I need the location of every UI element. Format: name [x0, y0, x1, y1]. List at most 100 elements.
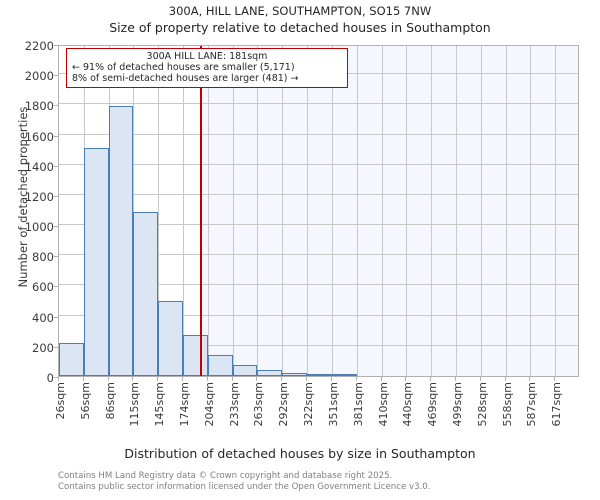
x-tick-mark: [380, 377, 382, 381]
x-tick-mark: [206, 377, 208, 381]
y-tick-label: 400: [32, 310, 54, 325]
gridline: [59, 254, 578, 256]
y-tick-label: 2000: [24, 69, 54, 84]
bar: [307, 374, 332, 376]
x-tick-label: 617sqm: [550, 382, 564, 427]
gridline: [183, 46, 185, 376]
property-size-marker-line: [200, 46, 203, 376]
bar: [59, 342, 84, 376]
x-tick-label: 558sqm: [500, 382, 514, 427]
y-tick-label: 1600: [24, 129, 54, 144]
bar: [158, 300, 184, 376]
x-tick-label: 26sqm: [54, 382, 67, 420]
y-tick-label: 800: [32, 250, 54, 265]
x-tick-label: 440sqm: [401, 382, 415, 427]
property-annotation-box: 300A HILL LANE: 181sqm ← 91% of detached…: [66, 48, 348, 88]
gridline: [59, 163, 578, 165]
x-tick-label: 86sqm: [103, 382, 117, 420]
x-tick-mark: [182, 377, 184, 381]
bar: [232, 364, 258, 376]
y-tick-label: 1200: [24, 189, 54, 204]
y-tick-label: 200: [32, 340, 54, 355]
x-tick-mark: [157, 377, 159, 381]
footer-line-2: Contains public sector information licen…: [58, 481, 431, 492]
bar: [207, 354, 233, 376]
gridline: [59, 284, 578, 286]
x-tick-label: 410sqm: [376, 382, 390, 427]
gridline: [257, 46, 259, 376]
chart-title-block: 300A, HILL LANE, SOUTHAMPTON, SO15 7NW S…: [0, 4, 600, 36]
y-tick-label: 2200: [24, 39, 54, 53]
x-tick-label: 145sqm: [153, 382, 167, 427]
gridline: [59, 224, 578, 226]
x-tick-mark: [330, 377, 332, 381]
gridline: [59, 103, 578, 105]
x-tick-label: 174sqm: [178, 382, 192, 427]
annotation-larger: 8% of semi-detached houses are larger (4…: [72, 73, 299, 84]
x-tick-mark: [306, 377, 308, 381]
x-tick-label: 528sqm: [475, 382, 489, 427]
x-tick-label: 263sqm: [252, 382, 266, 427]
x-tick-label: 381sqm: [351, 382, 365, 427]
y-tick-label: 1800: [24, 99, 54, 114]
x-tick-mark: [529, 377, 531, 381]
y-tick-mark: [54, 377, 58, 378]
gridline: [381, 46, 383, 376]
x-tick-mark: [454, 377, 456, 381]
x-tick-mark: [405, 377, 407, 381]
gridline: [431, 46, 433, 376]
footer-attribution: Contains HM Land Registry data © Crown c…: [58, 471, 598, 492]
shaded-larger-region: [201, 46, 578, 376]
gridline: [406, 46, 408, 376]
gridline: [455, 46, 457, 376]
x-tick-label: 233sqm: [227, 382, 241, 427]
annotation-smaller: ← 91% of detached houses are smaller (5,…: [72, 62, 295, 73]
gridline: [59, 133, 578, 135]
gridline: [59, 314, 578, 316]
bar: [257, 369, 283, 376]
gridline: [505, 46, 507, 376]
x-tick-label: 469sqm: [426, 382, 440, 427]
x-tick-mark: [107, 377, 109, 381]
x-tick-mark: [554, 377, 556, 381]
x-tick-mark: [132, 377, 134, 381]
bar: [331, 373, 357, 376]
gridline: [555, 46, 557, 376]
x-tick-label: 56sqm: [78, 382, 92, 420]
x-tick-mark: [231, 377, 233, 381]
x-tick-mark: [82, 377, 84, 381]
gridline: [158, 46, 160, 376]
x-tick-mark: [479, 377, 481, 381]
annotation-title: 300A HILL LANE: 181sqm: [146, 51, 268, 62]
gridline: [356, 46, 358, 376]
y-tick-label: 1000: [24, 220, 54, 235]
gridline: [480, 46, 482, 376]
gridline: [232, 46, 234, 376]
x-tick-label: 322sqm: [302, 382, 316, 427]
x-tick-mark: [58, 377, 59, 381]
x-tick-label: 115sqm: [128, 382, 142, 427]
bar: [133, 211, 159, 376]
gridline: [530, 46, 532, 376]
x-tick-mark: [504, 377, 506, 381]
x-axis-title: Distribution of detached houses by size …: [124, 446, 476, 461]
y-tick-label: 600: [32, 280, 54, 295]
x-tick-label: 499sqm: [450, 382, 464, 427]
x-tick-label: 351sqm: [326, 382, 340, 427]
gridline: [59, 344, 578, 346]
x-tick-label: 587sqm: [525, 382, 539, 427]
x-tick-mark: [256, 377, 258, 381]
x-tick-label: 292sqm: [277, 382, 291, 427]
gridline: [207, 46, 209, 376]
chart-subtitle: Size of property relative to detached ho…: [109, 20, 491, 35]
gridline: [331, 46, 333, 376]
bar: [108, 105, 134, 376]
bar: [183, 335, 208, 376]
y-tick-label: 1400: [24, 159, 54, 174]
x-tick-mark: [281, 377, 283, 381]
gridline: [133, 46, 135, 376]
x-tick-mark: [430, 377, 432, 381]
y-tick-label: 0: [46, 371, 54, 385]
bar: [282, 372, 308, 376]
